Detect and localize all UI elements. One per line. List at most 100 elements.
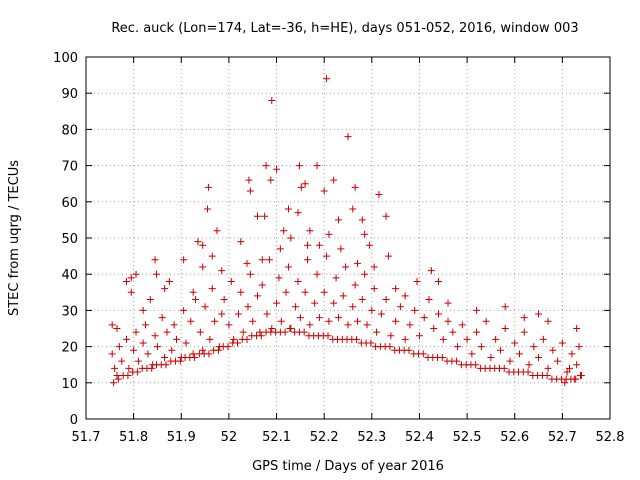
data-point — [113, 325, 121, 332]
data-point — [273, 299, 281, 307]
data-point — [363, 321, 371, 329]
data-point — [487, 353, 495, 361]
x-tick-label: 51.9 — [167, 430, 196, 445]
data-point — [115, 343, 123, 351]
x-tick-label: 52.8 — [596, 430, 625, 445]
data-point — [130, 346, 138, 354]
data-point — [294, 209, 302, 217]
data-point — [334, 216, 342, 224]
data-point — [224, 343, 232, 351]
data-point — [153, 343, 161, 351]
data-point — [453, 357, 461, 365]
data-point — [208, 252, 216, 260]
data-point — [370, 263, 378, 271]
y-tick-label: 100 — [53, 51, 78, 66]
data-point — [313, 162, 321, 170]
data-point — [361, 270, 369, 278]
data-point — [218, 310, 226, 318]
data-point — [301, 288, 309, 296]
data-point — [246, 187, 254, 195]
data-point — [237, 238, 245, 246]
data-point — [132, 270, 140, 278]
data-point — [243, 335, 251, 343]
data-point — [306, 227, 314, 235]
data-point — [286, 325, 294, 332]
data-point — [344, 321, 352, 329]
data-point — [122, 277, 130, 285]
data-point — [539, 335, 547, 343]
data-point — [463, 335, 471, 343]
data-point — [284, 263, 292, 271]
data-point — [477, 343, 485, 351]
data-point — [315, 314, 323, 322]
data-point — [367, 339, 375, 347]
data-point — [280, 227, 288, 235]
data-point — [273, 165, 281, 173]
y-axis-label: STEC from uqrg / TECUs — [7, 160, 22, 316]
data-point — [110, 379, 118, 387]
data-point — [173, 335, 181, 343]
data-point — [246, 270, 254, 278]
data-point — [113, 372, 121, 380]
data-point — [153, 270, 161, 278]
data-point — [425, 296, 433, 304]
data-point — [180, 256, 188, 264]
data-point — [276, 245, 284, 253]
data-point — [162, 361, 170, 369]
data-point — [576, 372, 584, 380]
data-point — [268, 96, 276, 104]
data-point — [227, 277, 235, 285]
data-point — [133, 368, 141, 376]
data-point — [506, 357, 514, 365]
data-point — [473, 328, 481, 336]
x-tick-label: 52.2 — [310, 430, 339, 445]
data-point — [306, 321, 314, 329]
data-point — [139, 339, 147, 347]
data-point — [554, 357, 562, 365]
data-point — [413, 277, 421, 285]
data-point — [199, 346, 207, 354]
data-point — [549, 346, 557, 354]
data-point — [304, 256, 312, 264]
data-point — [233, 339, 241, 347]
data-point — [253, 292, 261, 300]
data-point — [323, 75, 331, 83]
data-point — [192, 296, 200, 304]
data-point — [511, 339, 519, 347]
data-point — [182, 339, 190, 347]
data-point — [311, 299, 319, 307]
data-point — [296, 314, 304, 322]
data-point — [339, 292, 347, 300]
data-point — [196, 328, 204, 336]
data-point — [282, 288, 290, 296]
data-point — [332, 274, 340, 282]
data-point — [405, 346, 413, 354]
data-point — [454, 343, 462, 351]
data-point — [561, 379, 569, 387]
data-point — [500, 364, 508, 372]
y-tick-label: 70 — [61, 160, 78, 175]
data-point — [473, 306, 481, 314]
data-point — [472, 361, 480, 369]
data-point — [163, 328, 171, 336]
data-point — [444, 317, 452, 325]
data-point — [411, 306, 419, 314]
data-point — [439, 335, 447, 343]
data-point — [257, 332, 265, 340]
data-point — [281, 328, 289, 336]
data-point — [206, 335, 214, 343]
data-point — [377, 310, 385, 318]
data-point — [525, 361, 533, 369]
data-point — [176, 357, 184, 365]
data-point — [127, 274, 135, 282]
data-point — [482, 317, 490, 325]
data-point — [199, 263, 207, 271]
x-axis-ticks: 51.7 51.8 51.9 52 52.1 52.2 52.3 52.4 52.5 52.6 52… — [72, 57, 625, 445]
data-point — [125, 364, 133, 372]
data-point — [220, 296, 228, 304]
data-point — [142, 321, 150, 329]
data-point — [435, 310, 443, 318]
data-point — [127, 288, 135, 296]
x-tick-label: 52.3 — [357, 430, 386, 445]
data-point — [108, 321, 116, 329]
